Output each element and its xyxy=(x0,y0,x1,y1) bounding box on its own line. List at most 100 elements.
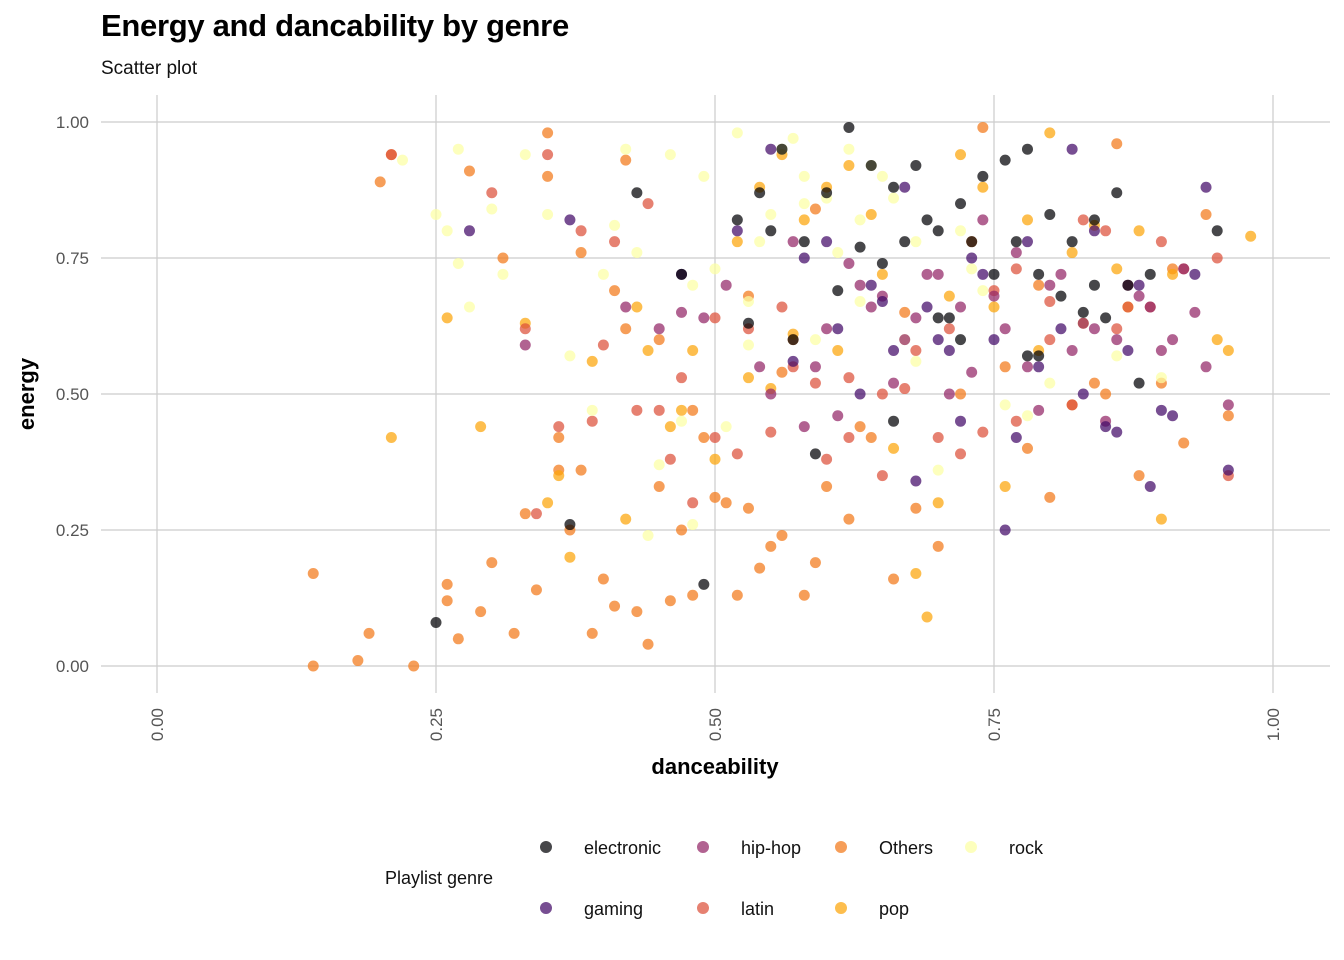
point-rock xyxy=(664,149,676,161)
point-rock xyxy=(809,334,821,346)
point-electronic xyxy=(1010,236,1022,248)
x-tick-labels: 0.00 0.25 0.50 0.75 1.00 xyxy=(148,708,1283,741)
point-pop xyxy=(564,551,576,563)
point-rock xyxy=(597,268,609,280)
point-Others xyxy=(1133,470,1145,482)
point-electronic xyxy=(1044,208,1056,220)
point-latin xyxy=(597,339,609,351)
point-pop xyxy=(385,432,397,444)
point-electronic xyxy=(932,225,944,237)
point-gaming xyxy=(1144,480,1156,492)
point-hip-hop xyxy=(787,236,799,248)
point-pop xyxy=(631,301,643,313)
point-hip-hop xyxy=(921,268,933,280)
point-rock xyxy=(709,263,721,275)
point-hip-hop xyxy=(1144,301,1156,313)
point-Others xyxy=(1100,388,1112,400)
point-hip-hop xyxy=(1200,361,1212,373)
point-hip-hop xyxy=(1189,306,1201,318)
point-Others xyxy=(821,480,833,492)
point-gaming xyxy=(899,181,911,193)
point-rock xyxy=(452,143,464,155)
point-rock xyxy=(843,143,855,155)
point-Others xyxy=(731,589,743,601)
point-hip-hop xyxy=(809,361,821,373)
point-electronic xyxy=(1033,350,1045,362)
point-electronic xyxy=(798,236,810,248)
point-Others xyxy=(865,432,877,444)
point-pop xyxy=(921,611,933,623)
point-gaming xyxy=(1189,268,1201,280)
point-latin xyxy=(1044,334,1056,346)
point-hip-hop xyxy=(1088,323,1100,335)
y-tick-label: 0.25 xyxy=(56,521,89,540)
point-pop xyxy=(664,421,676,433)
point-latin xyxy=(1010,263,1022,275)
point-electronic xyxy=(1133,377,1145,389)
point-hip-hop xyxy=(1021,361,1033,373)
point-electronic xyxy=(888,415,900,427)
x-tick-label: 0.50 xyxy=(706,708,725,741)
point-rock xyxy=(586,404,598,416)
point-latin xyxy=(843,432,855,444)
point-latin xyxy=(530,508,542,520)
point-Others xyxy=(932,540,944,552)
point-Others xyxy=(687,404,699,416)
point-pop xyxy=(642,344,654,356)
point-pop xyxy=(441,312,453,324)
point-rock xyxy=(519,149,531,161)
point-rock xyxy=(999,399,1011,411)
y-tick-label: 0.50 xyxy=(56,385,89,404)
legend-label-hip-hop: hip-hop xyxy=(741,838,801,858)
legend: electronic hip-hop Others rock gaming latin po… xyxy=(540,838,1044,919)
point-rock xyxy=(687,519,699,531)
point-hip-hop xyxy=(943,388,955,400)
point-pop xyxy=(955,149,967,161)
point-Others xyxy=(620,154,632,166)
point-Others xyxy=(776,366,788,378)
point-rock xyxy=(452,257,464,269)
point-electronic xyxy=(1111,187,1123,199)
point-electronic xyxy=(966,236,978,248)
point-latin xyxy=(1111,323,1123,335)
point-latin xyxy=(385,149,397,161)
point-electronic xyxy=(1055,290,1067,302)
legend-label-Others: Others xyxy=(879,838,933,858)
point-latin xyxy=(955,448,967,460)
point-Others xyxy=(631,606,643,618)
point-Others xyxy=(441,595,453,607)
point-latin xyxy=(821,453,833,465)
point-electronic xyxy=(865,160,877,172)
point-gaming xyxy=(1088,225,1100,237)
point-Others xyxy=(843,513,855,525)
point-pop xyxy=(620,513,632,525)
legend-label-gaming: gaming xyxy=(584,899,643,919)
point-electronic xyxy=(821,187,833,199)
point-rock xyxy=(542,208,554,220)
point-Others xyxy=(374,176,386,188)
point-hip-hop xyxy=(988,290,1000,302)
point-Others xyxy=(307,568,319,580)
point-gaming xyxy=(1066,143,1078,155)
point-electronic xyxy=(1100,312,1112,324)
point-Others xyxy=(809,557,821,569)
point-rock xyxy=(1021,410,1033,422)
point-pop xyxy=(888,442,900,454)
point-rock xyxy=(1111,350,1123,362)
point-latin xyxy=(1100,225,1112,237)
point-rock xyxy=(653,459,665,471)
point-Others xyxy=(475,606,487,618)
point-hip-hop xyxy=(999,323,1011,335)
point-Others xyxy=(754,562,766,574)
point-Others xyxy=(408,660,420,672)
point-hip-hop xyxy=(955,301,967,313)
point-hip-hop xyxy=(843,257,855,269)
point-Others xyxy=(452,633,464,645)
point-latin xyxy=(765,426,777,438)
point-electronic xyxy=(676,268,688,280)
point-electronic xyxy=(943,312,955,324)
point-Others xyxy=(508,627,520,639)
point-Others xyxy=(999,361,1011,373)
point-pop xyxy=(876,268,888,280)
point-Others xyxy=(720,497,732,509)
